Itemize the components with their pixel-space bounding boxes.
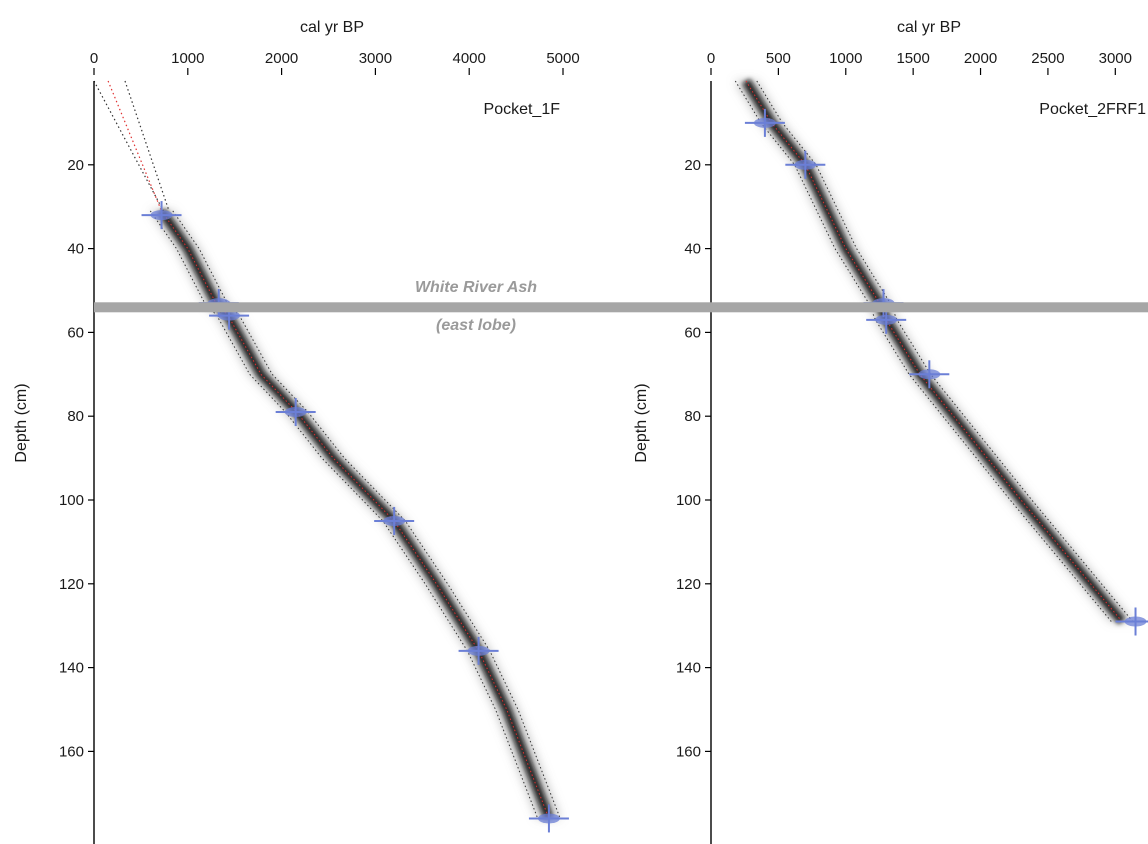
y-tick-label: 80 — [684, 408, 701, 425]
y-axis-title: Depth (cm) — [13, 383, 30, 462]
y-tick-label: 120 — [59, 576, 84, 593]
y-tick-label: 160 — [676, 743, 701, 760]
x-tick-label: 2000 — [265, 50, 298, 67]
axes: 0 500 1000 1500 2000 2500 3000 20 40 60 80 100 120 14… — [676, 50, 1132, 844]
dated-sample — [528, 804, 569, 833]
x-tick-label: 500 — [766, 50, 791, 67]
dated-sample — [909, 360, 950, 389]
dated-sample — [1115, 607, 1148, 636]
x-tick-label: 4000 — [453, 50, 486, 67]
tephra-layer: White River Ash (east lobe) — [94, 279, 1148, 334]
x-tick-label: 1000 — [829, 50, 862, 67]
y-tick-label: 100 — [59, 492, 84, 509]
y-tick-label: 100 — [676, 492, 701, 509]
age-model-envelope — [735, 81, 1133, 622]
median-line — [161, 210, 550, 819]
core-label: Pocket_2FRF1 — [1039, 101, 1146, 118]
x-tick-label: 1000 — [171, 50, 204, 67]
y-tick-label: 40 — [684, 241, 701, 258]
tephra-label: White River Ash — [415, 279, 537, 296]
y-tick-label: 60 — [67, 324, 84, 341]
dated-sample — [374, 506, 415, 535]
y-tick-label: 140 — [676, 660, 701, 677]
panel-pocket-1f: 0 1000 2000 3000 4000 5000 20 40 60 80 100 120 140 16… — [13, 19, 580, 844]
x-tick-label: 2500 — [1031, 50, 1064, 67]
y-tick-label: 40 — [67, 241, 84, 258]
y-tick-label: 20 — [684, 157, 701, 174]
dated-sample — [785, 150, 826, 179]
x-tick-label: 1500 — [896, 50, 929, 67]
extrapolation-line — [107, 80, 163, 212]
plot-area — [93, 80, 569, 833]
y-tick-label: 160 — [59, 743, 84, 760]
axes: 0 1000 2000 3000 4000 5000 20 40 60 80 100 120 140 16… — [59, 50, 580, 844]
y-tick-label: 80 — [67, 408, 84, 425]
tephra-band — [94, 302, 1148, 313]
dated-sample — [458, 636, 499, 665]
y-tick-label: 140 — [59, 660, 84, 677]
dated-sample — [275, 398, 316, 427]
x-tick-label: 2000 — [964, 50, 997, 67]
dated-sample — [141, 201, 182, 230]
y-tick-label: 120 — [676, 576, 701, 593]
x-axis-title: cal yr BP — [300, 19, 364, 36]
panel-pocket-2frf1: 0 500 1000 1500 2000 2500 3000 20 40 60 80 100 120 14… — [633, 19, 1148, 844]
confidence-min-line — [149, 210, 539, 819]
confidence-max-line — [172, 210, 561, 819]
extrapolation-line — [93, 80, 164, 212]
x-tick-label: 3000 — [359, 50, 392, 67]
core-label: Pocket_1F — [484, 101, 561, 118]
y-tick-label: 20 — [67, 157, 84, 174]
x-tick-label: 3000 — [1099, 50, 1132, 67]
tephra-sublabel: (east lobe) — [436, 317, 516, 334]
x-tick-label: 0 — [707, 50, 715, 67]
x-tick-label: 0 — [90, 50, 98, 67]
y-tick-label: 60 — [684, 324, 701, 341]
plot-area — [734, 78, 1148, 636]
dated-sample — [209, 301, 250, 330]
x-axis-title: cal yr BP — [897, 19, 961, 36]
dated-sample — [744, 108, 785, 137]
y-axis-title: Depth (cm) — [633, 383, 650, 462]
extrapolation-line — [124, 80, 170, 212]
x-tick-label: 5000 — [546, 50, 579, 67]
